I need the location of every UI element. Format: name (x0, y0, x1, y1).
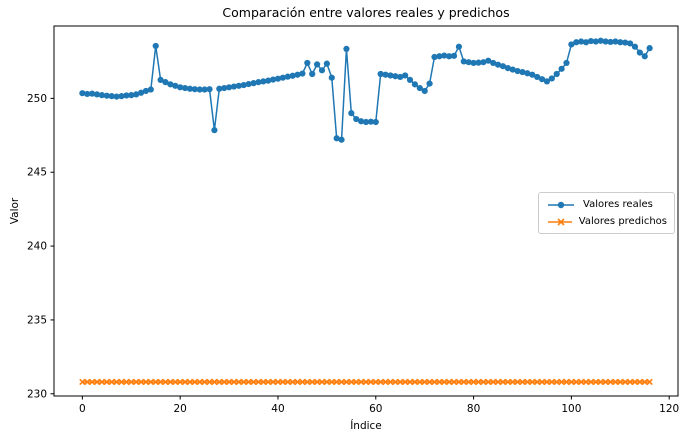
svg-text:245: 245 (27, 167, 47, 179)
svg-text:230: 230 (27, 388, 47, 400)
svg-text:235: 235 (27, 314, 47, 326)
legend-x-marker (557, 217, 565, 226)
legend-circle-marker (557, 201, 565, 208)
svg-text:60: 60 (369, 403, 382, 415)
y-axis-label: Valor (9, 197, 21, 225)
legend-label: Valores reales (583, 199, 653, 210)
line-x-marker-icon (548, 217, 572, 226)
svg-text:20: 20 (173, 403, 186, 415)
legend-label: Valores predichos (578, 216, 667, 227)
legend: Valores reales Valores predichos (538, 192, 675, 234)
svg-text:40: 40 (271, 403, 284, 415)
chart-title: Comparación entre valores reales y predi… (222, 5, 510, 20)
x-axis-label: Índice (350, 420, 382, 432)
legend-item-valores-reales: Valores reales (546, 198, 667, 212)
svg-text:80: 80 (467, 403, 480, 415)
svg-text:120: 120 (659, 403, 679, 415)
svg-text:250: 250 (27, 93, 47, 105)
svg-text:0: 0 (79, 403, 86, 415)
svg-text:100: 100 (561, 403, 581, 415)
legend-item-valores-predichos: Valores predichos (546, 215, 667, 229)
svg-text:240: 240 (27, 241, 47, 253)
line-circle-marker-icon (548, 201, 574, 208)
